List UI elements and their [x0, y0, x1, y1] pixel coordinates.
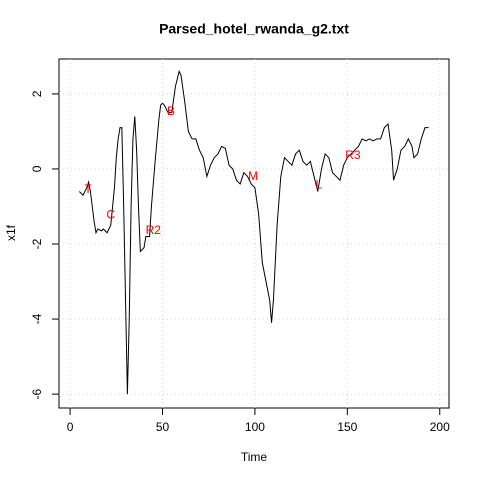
- x-tick-label: 100: [245, 420, 265, 434]
- annotation: L: [316, 177, 323, 191]
- y-tick-label: -6: [30, 388, 44, 399]
- annotation: T: [84, 182, 92, 196]
- chart-title: Parsed_hotel_rwanda_g2.txt: [159, 21, 349, 37]
- x-tick-label: 50: [156, 420, 170, 434]
- y-tick-label: 0: [30, 165, 44, 172]
- annotation: C: [106, 207, 115, 221]
- x-tick-label: 0: [67, 420, 74, 434]
- x-tick-label: 150: [337, 420, 357, 434]
- y-axis-label: x1f: [4, 224, 18, 241]
- y-tick-label: -4: [30, 313, 44, 324]
- series-line: [78, 69, 429, 395]
- x-axis-label: Time: [241, 450, 268, 464]
- x-tick-label: 200: [430, 420, 450, 434]
- annotation: R2: [146, 223, 162, 237]
- y-tick-label: -2: [30, 238, 44, 249]
- annotation: M: [248, 169, 258, 183]
- annotation: B: [167, 104, 175, 118]
- annotation: R3: [345, 148, 361, 162]
- plot-box: [58, 58, 450, 409]
- y-tick-label: 2: [30, 90, 44, 97]
